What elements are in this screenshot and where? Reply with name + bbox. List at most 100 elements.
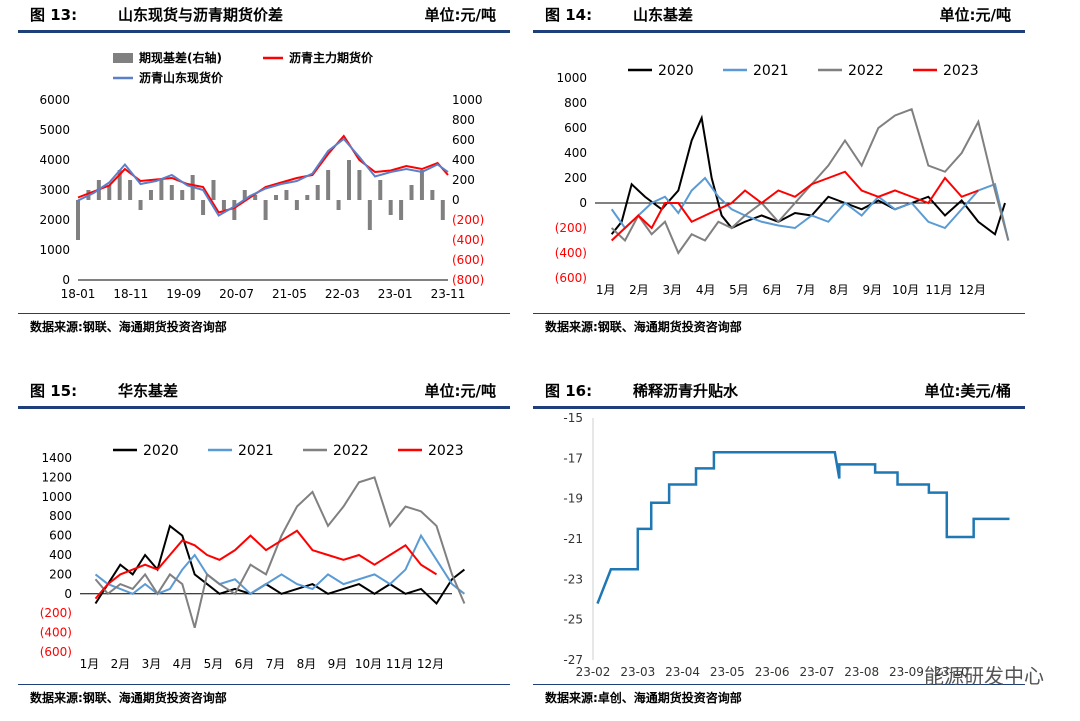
basis-bar: [221, 200, 226, 210]
x-tick-label: 10月: [355, 657, 382, 671]
basis-bar: [440, 200, 445, 220]
x-tick-label: 21-05: [272, 287, 307, 301]
basis-bar: [388, 200, 393, 215]
x-tick-label: 20-07: [219, 287, 254, 301]
y-tick-label: 1000: [41, 490, 72, 504]
x-tick-label: 23-06: [755, 665, 790, 679]
y-right-tick-label: 0: [452, 193, 460, 207]
chart-unit: 单位:元/吨: [939, 6, 1011, 24]
y-tick-label: 400: [564, 146, 587, 160]
chart-header: 图 16: 稀释沥青升贴水 单位:美元/桶: [533, 376, 1025, 402]
y-tick-label: 1200: [41, 470, 72, 484]
basis-bar: [274, 195, 279, 200]
basis-bar: [180, 190, 185, 200]
y-tick-label: -15: [563, 412, 583, 425]
x-tick-label: 4月: [696, 283, 716, 297]
y-left-tick-label: 6000: [39, 93, 70, 107]
y-right-tick-label: 400: [452, 153, 475, 167]
y-left-tick-label: 2000: [39, 213, 70, 227]
series-line-2022: [94, 476, 466, 629]
basis-bar: [117, 170, 122, 200]
series-line-futures: [77, 134, 449, 214]
y-tick-label: 200: [49, 567, 72, 581]
series-line-spot: [77, 137, 449, 217]
x-tick-label: 18-11: [113, 287, 148, 301]
x-tick-label: 6月: [235, 657, 255, 671]
legend-label: 沥青山东现货价: [139, 70, 224, 85]
y-right-tick-label: (600): [452, 253, 484, 267]
y-tick-label: 800: [49, 509, 72, 523]
y-left-tick-label: 3000: [39, 183, 70, 197]
basis-bar: [232, 200, 237, 220]
y-tick-label: (400): [40, 626, 72, 640]
x-tick-label: 2月: [629, 283, 649, 297]
x-tick-label: 8月: [297, 657, 317, 671]
chart-unit: 单位:元/吨: [424, 6, 496, 24]
x-tick-label: 23-04: [665, 665, 700, 679]
basis-bar: [148, 190, 153, 200]
x-tick-label: 23-11: [431, 287, 466, 301]
x-tick-label: 23-03: [620, 665, 655, 679]
basis-bar: [305, 195, 310, 200]
basis-bar: [169, 185, 174, 200]
basis-bar: [336, 200, 341, 210]
x-tick-label: 12月: [417, 657, 444, 671]
x-tick-label: 12月: [959, 283, 986, 297]
chart-panel-13: 图 13: 山东现货与沥青期货价差 单位:元/吨 期现基差(右轴) 沥青主力期货价…: [18, 0, 510, 345]
footer-rule: [533, 684, 1025, 685]
legend-label: 2022: [848, 63, 884, 79]
x-tick-label: 23-09: [889, 665, 924, 679]
basis-bar: [253, 195, 258, 200]
x-tick-label: 22-03: [325, 287, 360, 301]
basis-bar: [409, 185, 414, 200]
y-right-tick-label: (800): [452, 273, 484, 287]
basis-bar: [367, 200, 372, 230]
y-left-tick-label: 5000: [39, 123, 70, 137]
y-right-tick-label: 1000: [452, 93, 483, 107]
basis-bar: [263, 200, 268, 220]
basis-bar: [201, 200, 206, 215]
y-tick-label: 200: [564, 171, 587, 185]
header-rule: [533, 406, 1025, 409]
y-tick-label: -21: [563, 532, 583, 546]
y-tick-label: 800: [564, 96, 587, 110]
chart-panel-14: 图 14: 山东基差 单位:元/吨 2020 2021 2022 2023 1000 80…: [533, 0, 1025, 345]
series-line-premium: [596, 451, 1010, 604]
x-tick-label: 7月: [266, 657, 286, 671]
x-tick-label: 11月: [386, 657, 413, 671]
figure-number: 图 15:: [30, 382, 78, 400]
series-line-2023: [610, 170, 979, 242]
y-tick-label: 0: [579, 196, 587, 210]
y-tick-label: -17: [563, 451, 583, 465]
x-tick-label: 1月: [596, 283, 616, 297]
y-tick-label: 1000: [556, 71, 587, 85]
basis-bar: [357, 170, 362, 200]
watermark-text: 能源研发中心: [924, 664, 1044, 688]
series-line-2020: [610, 114, 1006, 236]
chart-source: 数据来源:钢联、海通期货投资咨询部: [545, 320, 742, 334]
basis-bar: [430, 190, 435, 200]
x-tick-label: 18-01: [61, 287, 96, 301]
y-tick-label: (200): [555, 221, 587, 235]
footer-rule: [18, 684, 510, 685]
basis-bar: [315, 185, 320, 200]
basis-bar: [128, 180, 133, 200]
x-tick-label: 5月: [204, 657, 224, 671]
y-tick-label: -27: [563, 653, 583, 667]
x-tick-label: 5月: [729, 283, 749, 297]
basis-bar: [399, 200, 404, 220]
figure-number: 图 14:: [545, 6, 593, 24]
y-right-tick-label: (200): [452, 213, 484, 227]
legend-label: 沥青主力期货价: [289, 50, 374, 65]
y-tick-label: 0: [64, 587, 72, 601]
y-left-tick-label: 4000: [39, 153, 70, 167]
legend-label: 期现基差(右轴): [139, 50, 222, 65]
y-tick-label: -25: [563, 613, 583, 627]
x-tick-label: 19-09: [166, 287, 201, 301]
series-line-2021: [94, 533, 466, 596]
x-tick-label: 8月: [829, 283, 849, 297]
basis-bar: [76, 200, 80, 240]
legend-label: 2023: [943, 63, 979, 79]
header-rule: [533, 30, 1025, 33]
